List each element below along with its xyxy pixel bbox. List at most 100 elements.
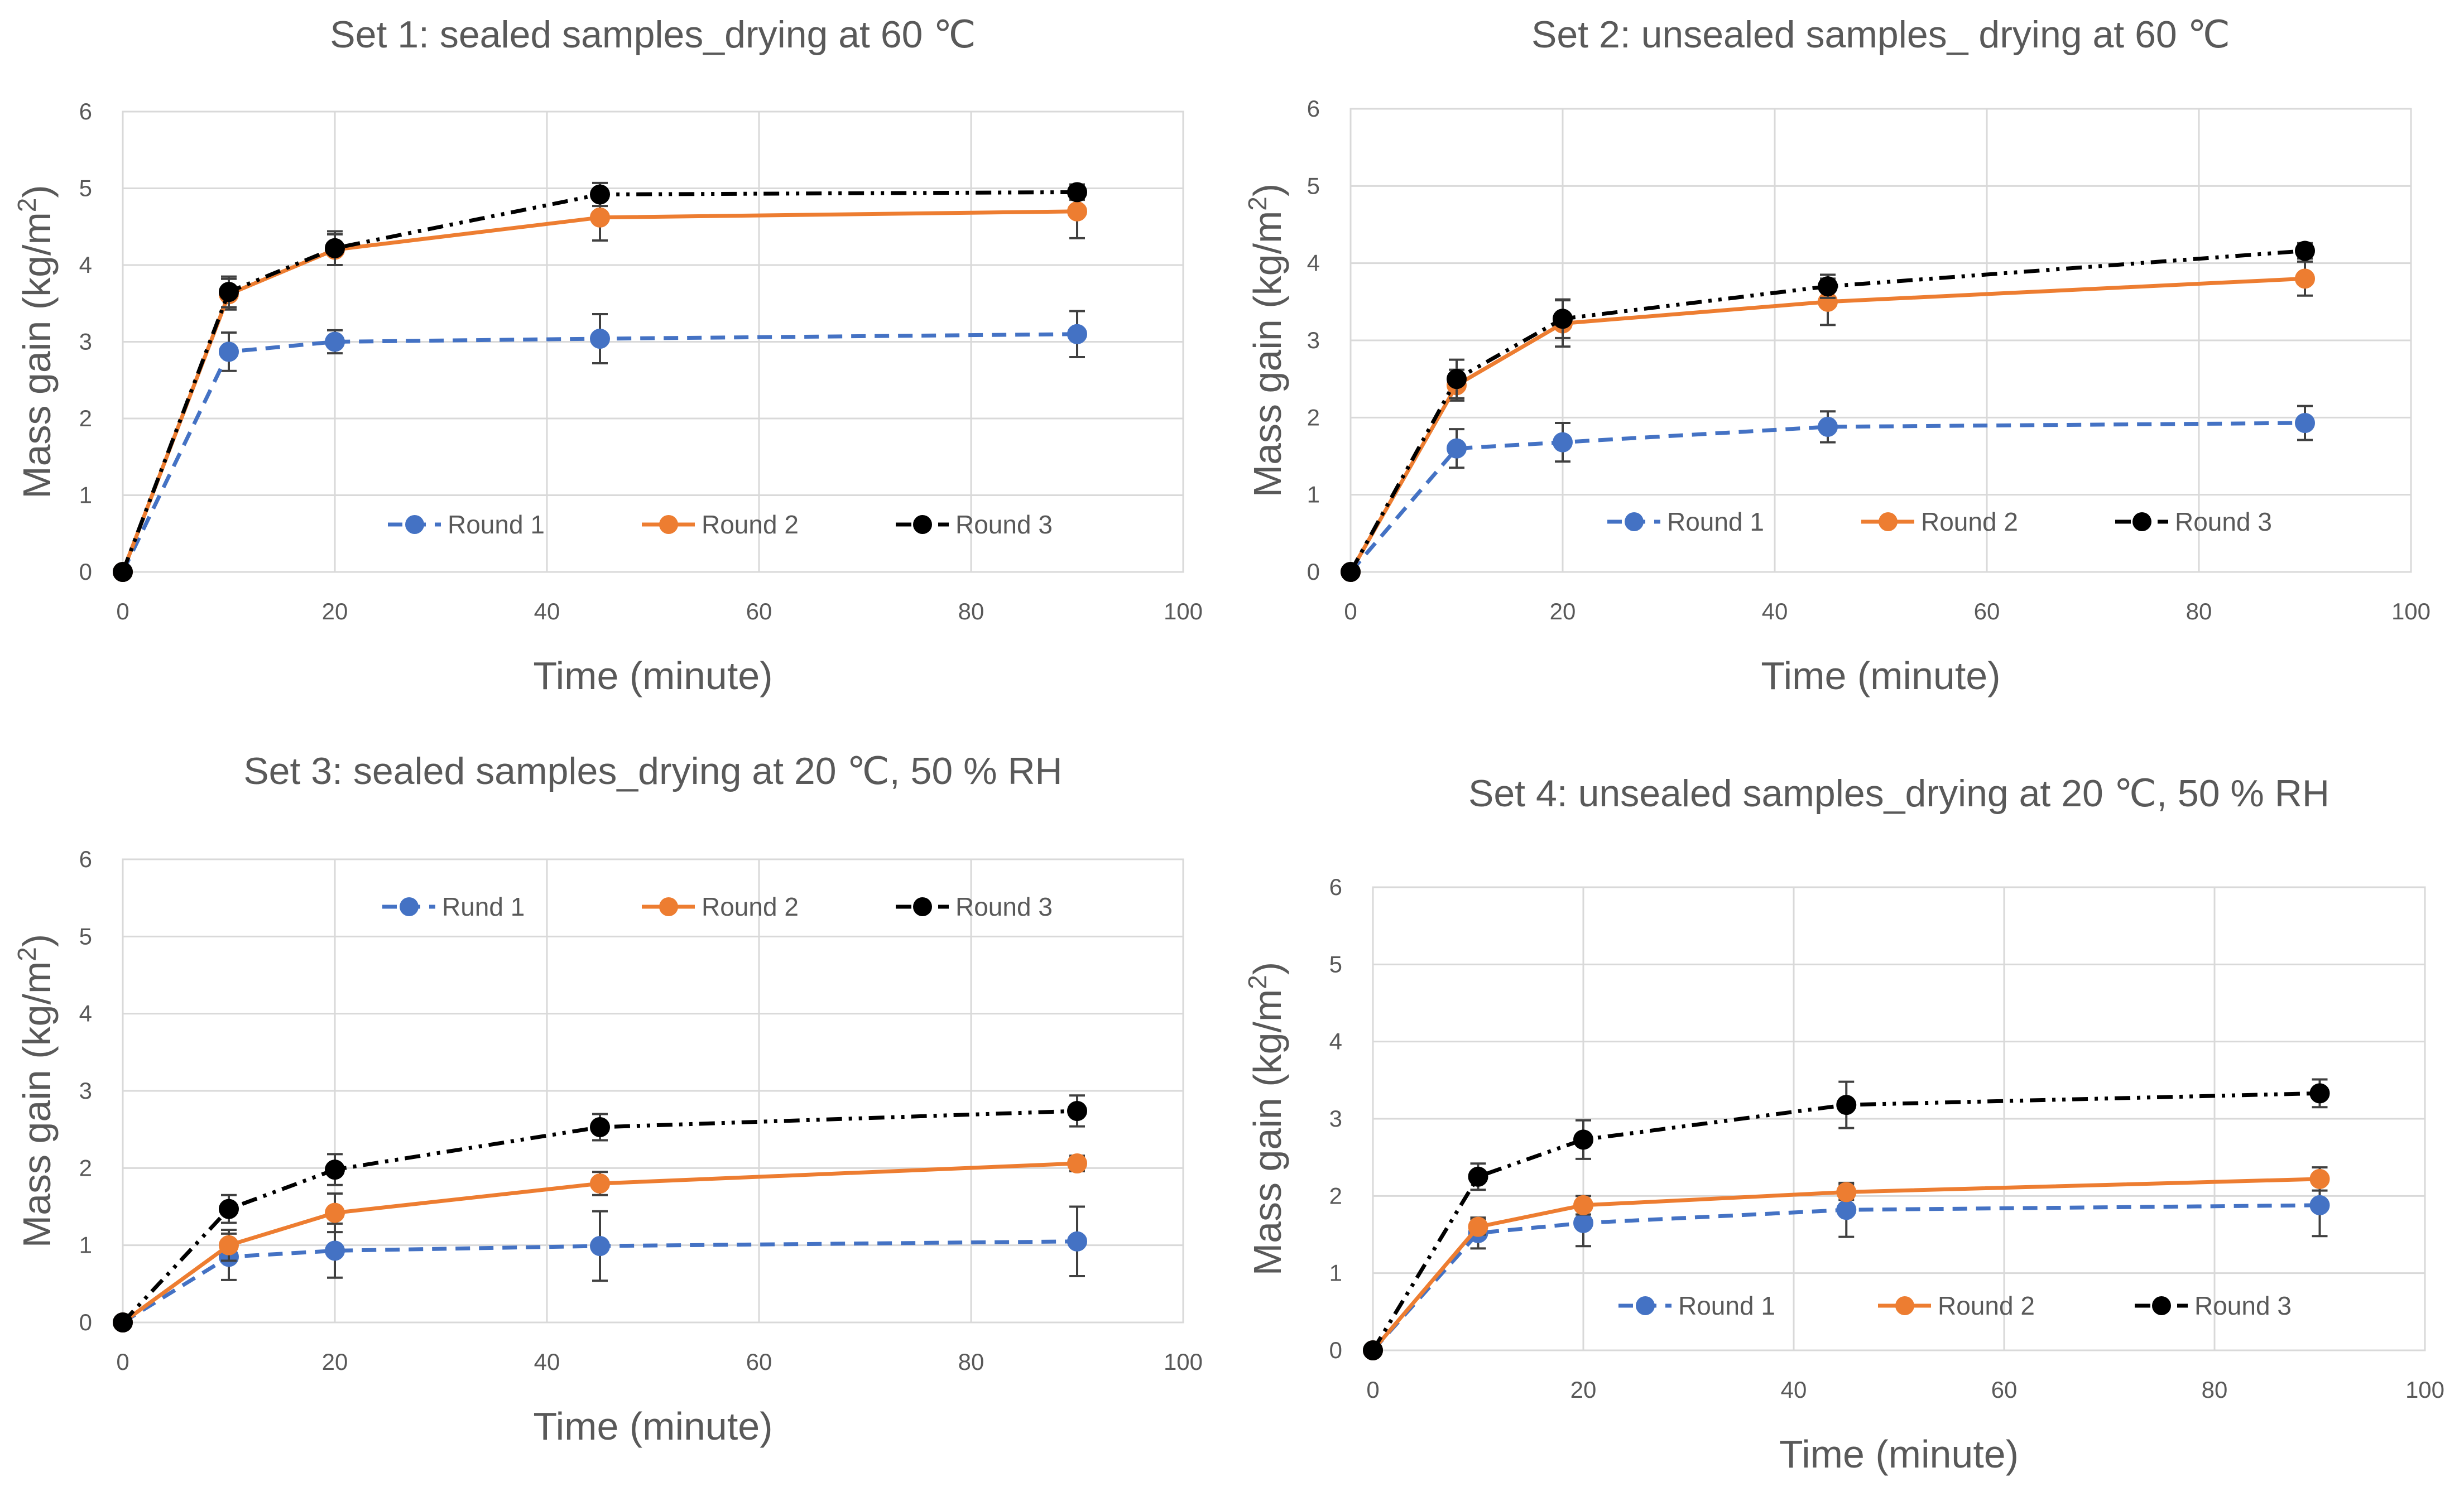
legend-label: Round 2 [702,510,799,539]
legend-marker [659,897,678,916]
legend-label: Round 3 [2194,1291,2292,1320]
x-tick-label: 0 [116,598,129,624]
y-axis-label: Mass gain (kg/m2) [12,185,59,498]
data-point [325,1202,345,1223]
x-tick-label: 40 [1781,1377,1807,1403]
data-point [1447,438,1467,459]
data-point [590,207,610,228]
data-point [1468,1166,1488,1187]
y-axis-label: Mass gain (kg/m2) [1243,184,1289,497]
y-tick-label: 0 [1307,559,1320,585]
chart-panel-set-3: 0 1 2 3 4 5 6 0 20 40 60 80 100 Set 3: sealed samples… [0,750,1228,1493]
y-tick-label: 0 [1329,1337,1342,1363]
y-axis-label: Mass gain (kg/m2) [1243,962,1289,1276]
legend-entry-2: Round 2 [1878,1291,2035,1320]
y-tick-label: 6 [1307,95,1320,122]
y-tick-label: 4 [79,1000,92,1027]
x-tick-label: 40 [1762,598,1788,624]
legend-marker [400,897,419,916]
y-tick-label: 5 [79,175,92,201]
series-3 [113,181,1087,582]
legend-entry-2: Round 2 [1861,507,2018,536]
x-tick-label: 100 [1164,598,1203,624]
x-tick-label: 0 [116,1349,129,1375]
legend-marker [1636,1296,1655,1315]
y-tick-label: 1 [79,1232,92,1258]
legend-label: Round 1 [1678,1291,1775,1320]
data-point [590,1173,610,1194]
x-axis-label: Time (minute) [533,1404,772,1448]
data-point [1468,1216,1488,1237]
x-tick-label: 100 [1164,1349,1203,1375]
legend-entry-3: Round 3 [896,510,1053,539]
legend-entry-1: Round 1 [388,510,545,539]
legend-marker [1895,1296,1914,1315]
x-tick-label: 80 [958,1349,984,1375]
data-point [2295,413,2315,434]
y-axis-label: Mass gain (kg/m2) [12,934,59,1248]
legend-entry-2: Round 2 [642,892,799,921]
y-tick-label: 1 [1307,482,1320,508]
data-point [1067,324,1087,344]
legend-entry-1: Rund 1 [382,892,525,921]
data-point [113,562,133,582]
y-tick-label: 2 [1307,404,1320,430]
data-point [1573,1195,1593,1215]
chart-panel-set-2: 0 1 2 3 4 5 6 0 20 40 60 80 100 Set 2: unsealed sampl… [1231,0,2458,742]
chart-title: Set 4: unsealed samples_drying at 20 ℃, … [1468,772,2329,815]
legend-marker [913,897,932,916]
y-tick-label: 3 [1307,327,1320,353]
y-tick-label: 4 [1329,1028,1342,1055]
legend-label: Round 3 [955,510,1053,539]
y-tick-label: 1 [1329,1260,1342,1286]
data-point [2309,1195,2330,1215]
series-line [1371,1091,2320,1351]
data-point [2295,268,2315,289]
legend-marker [1625,512,1644,531]
x-tick-label: 60 [1974,598,2000,624]
y-tick-label: 2 [79,1154,92,1181]
data-point [325,238,345,258]
legend-entry-1: Round 1 [1618,1291,1775,1320]
x-tick-label: 20 [322,598,348,624]
data-point [1818,276,1838,297]
data-point [1836,1095,1857,1115]
data-point [590,1236,610,1257]
x-tick-label: 40 [534,598,560,624]
legend-label: Round 1 [448,510,545,539]
x-tick-label: 20 [1550,598,1576,624]
data-point [113,1312,133,1332]
y-tick-label: 0 [79,1309,92,1335]
data-point [219,1235,239,1255]
x-axis-label: Time (minute) [1761,654,2000,697]
data-point [2295,240,2315,261]
data-point [1447,369,1467,389]
series-3 [1341,240,2315,582]
data-point [1573,1213,1593,1233]
legend-marker [1879,512,1898,531]
data-point [1067,182,1087,203]
series-line [122,1239,1078,1324]
data-point [2309,1168,2330,1189]
legend-label: Round 2 [1938,1291,2035,1320]
legend-label: Round 2 [702,892,799,921]
x-tick-label: 40 [534,1349,560,1375]
legend-label: Round 3 [955,892,1053,921]
legend-entry-3: Round 3 [896,892,1053,921]
data-point [2309,1083,2330,1104]
x-tick-label: 80 [2186,598,2212,624]
y-tick-label: 3 [79,1077,92,1104]
data-point [325,1160,345,1180]
data-point [1553,309,1573,329]
y-tick-label: 0 [79,559,92,585]
legend-marker [2132,512,2151,531]
legend-entry-1: Round 1 [1607,507,1764,536]
x-tick-label: 100 [2405,1377,2444,1403]
data-point [1553,432,1573,453]
series-line [121,332,1078,573]
y-tick-label: 3 [1329,1105,1342,1132]
y-tick-label: 3 [79,329,92,355]
legend-marker [659,515,678,534]
data-point [1836,1200,1857,1220]
